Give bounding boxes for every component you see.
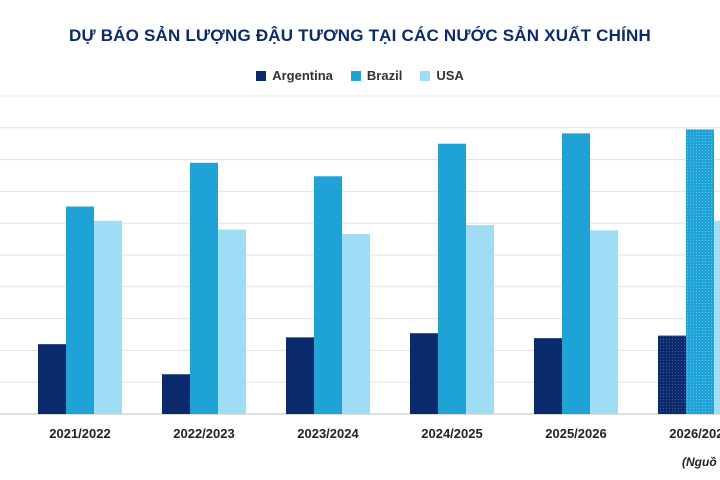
bar-argentina-1 — [162, 374, 190, 414]
legend-item-usa: USA — [420, 68, 464, 83]
bar-usa-4 — [590, 230, 618, 414]
bar-brazil-2 — [314, 176, 342, 414]
chart-title: DỰ BÁO SẢN LƯỢNG ĐẬU TƯƠNG TẠI CÁC NƯỚC … — [69, 26, 651, 45]
x-tick-label: 2024/2025 — [421, 426, 482, 441]
legend-swatch-usa — [420, 70, 431, 81]
bar-brazil-0 — [66, 206, 94, 414]
x-tick-label: 2022/2023 — [173, 426, 234, 441]
bar-usa-0 — [94, 220, 122, 414]
bar-brazil-5 — [686, 129, 714, 414]
legend-item-argentina: Argentina — [256, 68, 333, 83]
bar-argentina-0 — [38, 344, 66, 414]
bar-argentina-5 — [658, 335, 686, 414]
bar-brazil-1 — [190, 162, 218, 414]
x-tick-label: 2025/2026 — [545, 426, 606, 441]
bar-usa-1 — [218, 229, 246, 414]
bar-argentina-4 — [534, 338, 562, 414]
legend-swatch-argentina — [256, 70, 267, 81]
legend-swatch-brazil — [350, 70, 361, 81]
bar-usa-2 — [342, 234, 370, 414]
bars — [38, 129, 720, 415]
x-tick-label: 2023/2024 — [297, 426, 359, 441]
bar-usa-5 — [714, 220, 720, 414]
x-tick-label: 2026/2027 — [669, 426, 720, 441]
source-note: (Nguồ — [682, 455, 717, 469]
bar-argentina-2 — [286, 337, 314, 414]
x-axis-ticks: 2021/2022 2022/2023 2023/2024 2024/2025 2025… — [49, 426, 720, 441]
bar-usa-3 — [466, 225, 494, 414]
legend-label-brazil: Brazil — [366, 68, 403, 83]
bar-argentina-3 — [410, 333, 438, 414]
x-tick-label: 2021/2022 — [49, 426, 110, 441]
legend-item-brazil: Brazil — [350, 68, 403, 83]
legend: Argentina Brazil USA — [0, 68, 720, 83]
bar-brazil-3 — [438, 143, 466, 414]
legend-label-argentina: Argentina — [272, 68, 333, 83]
bar-brazil-4 — [562, 133, 590, 415]
legend-label-usa: USA — [436, 68, 464, 83]
